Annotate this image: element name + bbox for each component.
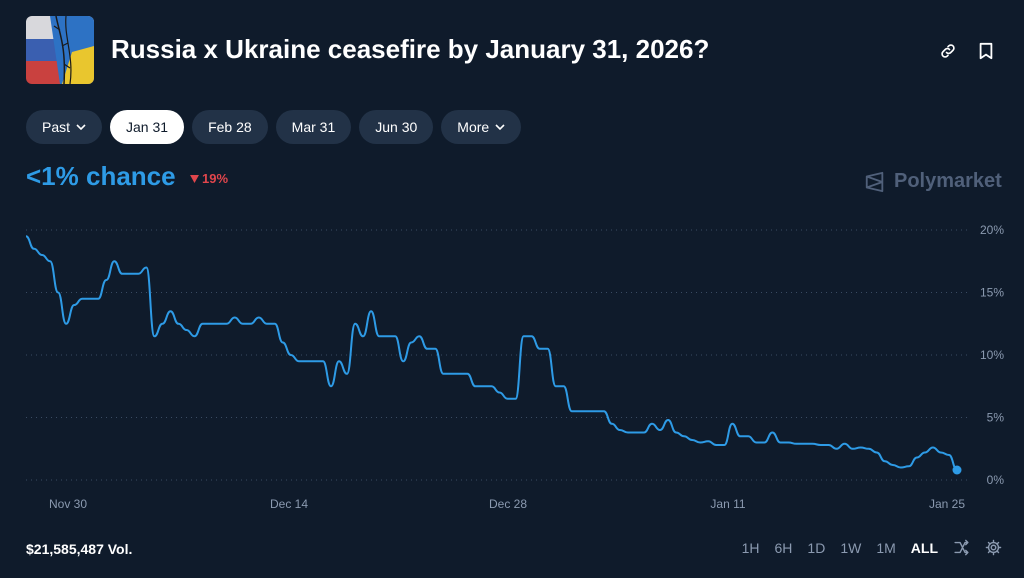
- chevron-down-icon: [76, 124, 86, 130]
- shuffle-button[interactable]: [953, 539, 970, 556]
- y-tick-label: 5%: [987, 411, 1005, 425]
- tab-label: Feb 28: [208, 119, 252, 135]
- shuffle-icon: [954, 539, 969, 556]
- tab-feb-28[interactable]: Feb 28: [192, 110, 268, 144]
- range-6h[interactable]: 6H: [774, 539, 793, 556]
- chevron-down-icon: [495, 124, 505, 130]
- tab-label: More: [457, 119, 490, 135]
- polymarket-logo-icon: [865, 171, 884, 192]
- tab-label: Past: [42, 119, 71, 135]
- settings-gear-icon: [985, 539, 1002, 556]
- time-range-selector: 1H 6H 1D 1W 1M ALL: [742, 539, 1002, 556]
- x-tick-label: Dec 28: [489, 497, 527, 511]
- x-tick-label: Jan 25: [929, 497, 965, 511]
- chart-settings-button[interactable]: [985, 539, 1002, 556]
- market-flag-image: [26, 16, 94, 84]
- change-indicator: 19%: [190, 171, 228, 186]
- bookmark-icon: [979, 42, 993, 60]
- tab-mar-31[interactable]: Mar 31: [275, 110, 352, 144]
- x-tick-label: Jan 11: [710, 497, 745, 511]
- tab-more[interactable]: More: [441, 110, 522, 144]
- tab-label: Jan 31: [126, 119, 169, 135]
- range-1h[interactable]: 1H: [741, 539, 760, 556]
- change-value: 19%: [202, 171, 229, 186]
- last-point-marker: [952, 465, 962, 475]
- volume-label: $21,585,487 Vol.: [26, 541, 133, 557]
- tab-label: Mar 31: [291, 119, 336, 135]
- range-1m[interactable]: 1M: [876, 539, 896, 556]
- triangle-down-icon: [190, 174, 199, 183]
- tab-label: Jun 30: [375, 119, 418, 135]
- date-tabs: Past Jan 31 Feb 28 Mar 31 Jun 30 More: [26, 110, 522, 144]
- range-1d[interactable]: 1D: [807, 539, 826, 556]
- tab-jun-30[interactable]: Jun 30: [359, 110, 434, 144]
- range-all[interactable]: ALL: [910, 539, 938, 556]
- copy-link-button[interactable]: [937, 40, 959, 62]
- range-1w[interactable]: 1W: [840, 539, 862, 556]
- series-line: [25, 235, 958, 471]
- y-tick-label: 20%: [980, 223, 1004, 237]
- price-chart: 20% 15% 10% 5% 0% Nov 30 Dec 14 Dec 28 Jan 11 Jan…: [25, 223, 1005, 511]
- x-tick-label: Dec 14: [270, 497, 308, 511]
- link-icon: [941, 44, 955, 58]
- y-tick-label: 0%: [987, 473, 1005, 487]
- brand-watermark: Polymarket: [864, 170, 1002, 193]
- brand-name: Polymarket: [894, 170, 1002, 192]
- page-title: Russia x Ukraine ceasefire by January 31…: [111, 34, 710, 64]
- y-tick-label: 10%: [980, 348, 1004, 362]
- x-tick-label: Nov 30: [49, 497, 87, 511]
- tab-jan-31[interactable]: Jan 31: [110, 110, 185, 144]
- y-tick-label: 15%: [980, 286, 1004, 300]
- bookmark-button[interactable]: [975, 40, 997, 62]
- tab-past[interactable]: Past: [26, 110, 103, 144]
- chance-value: <1% chance: [26, 161, 176, 191]
